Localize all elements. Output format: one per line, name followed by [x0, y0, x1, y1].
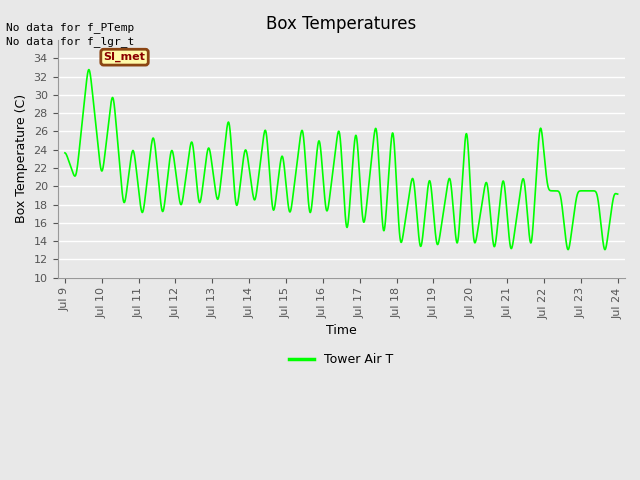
Title: Box Temperatures: Box Temperatures [266, 15, 417, 33]
X-axis label: Time: Time [326, 324, 356, 337]
Text: No data for f_PTemp: No data for f_PTemp [6, 22, 134, 33]
Y-axis label: Box Temperature (C): Box Temperature (C) [15, 94, 28, 223]
Text: SI_met: SI_met [104, 52, 145, 62]
Text: No data for f_lgr_t: No data for f_lgr_t [6, 36, 134, 47]
Legend: Tower Air T: Tower Air T [284, 348, 398, 371]
